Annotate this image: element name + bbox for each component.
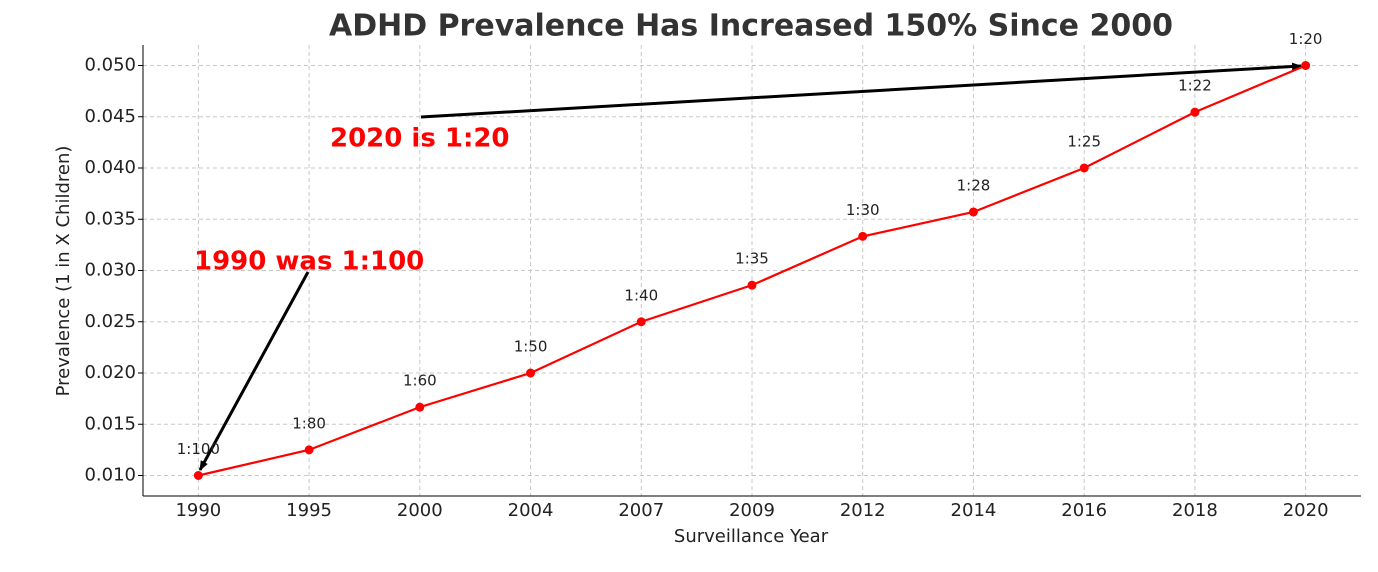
data-label: 1:100 <box>177 440 220 458</box>
x-tick-label: 2014 <box>951 500 997 521</box>
chart-title: ADHD Prevalence Has Increased 150% Since… <box>329 9 1173 44</box>
data-point <box>747 280 757 290</box>
y-tick-label: 0.030 <box>84 260 136 281</box>
annotation-arrow <box>198 271 310 471</box>
x-tick-label: 2000 <box>397 500 443 521</box>
data-label: 1:28 <box>957 176 991 194</box>
x-tick-label: 1995 <box>286 500 332 521</box>
data-point <box>304 445 314 455</box>
y-tick-label: 0.040 <box>84 157 136 178</box>
data-label: 1:80 <box>292 414 326 432</box>
x-tick-label: 1990 <box>175 500 221 521</box>
x-tick-label: 2004 <box>508 500 554 521</box>
data-point <box>193 471 203 480</box>
y-tick-label: 0.020 <box>84 362 136 383</box>
annotation-arrow <box>420 62 1302 119</box>
data-point <box>1079 163 1089 173</box>
y-tick-label: 0.035 <box>84 208 136 229</box>
data-label: 1:50 <box>514 338 548 356</box>
y-tick-label: 0.050 <box>84 55 136 76</box>
data-label: 1:60 <box>403 372 437 390</box>
y-tick-label: 0.015 <box>84 413 136 434</box>
data-label: 1:35 <box>735 250 769 268</box>
annotation: 2020 is 1:20 <box>330 124 510 154</box>
x-tick-label: 2018 <box>1172 500 1218 521</box>
data-point <box>526 368 536 378</box>
data-label: 1:40 <box>624 286 658 304</box>
data-label: 1:20 <box>1289 30 1323 48</box>
data-label: 1:22 <box>1178 77 1212 95</box>
data-point <box>858 231 868 241</box>
data-point <box>1190 107 1200 117</box>
y-tick-label: 0.010 <box>84 465 136 486</box>
data-point <box>636 317 646 327</box>
data-point <box>415 402 425 412</box>
x-tick-label: 2012 <box>840 500 886 521</box>
y-tick-label: 0.045 <box>84 106 136 127</box>
x-tick-label: 2007 <box>618 500 664 521</box>
x-tick-label: 2016 <box>1061 500 1107 521</box>
annotation: 1990 was 1:100 <box>194 247 424 277</box>
y-axis-label: Prevalence (1 in X Children) <box>53 146 74 397</box>
y-tick-label: 0.025 <box>84 311 136 332</box>
x-tick-label: 2009 <box>729 500 775 521</box>
data-label: 1:30 <box>846 201 880 219</box>
x-tick-label: 2020 <box>1283 500 1329 521</box>
data-point <box>968 207 978 217</box>
x-axis-label: Surveillance Year <box>674 526 829 547</box>
data-point <box>1301 61 1311 70</box>
data-label: 1:25 <box>1067 133 1101 151</box>
